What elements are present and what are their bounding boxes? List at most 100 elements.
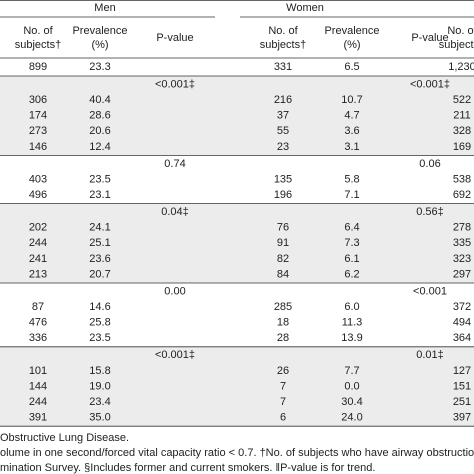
- cell: 13.9: [341, 332, 362, 344]
- cell: 372: [453, 301, 471, 313]
- cell: 26: [277, 365, 289, 377]
- p-value: <0.001‡: [410, 78, 450, 90]
- cell: 24.0: [341, 412, 362, 424]
- column-header: (%): [343, 39, 360, 51]
- cell: 151: [453, 380, 471, 392]
- group-header: Women: [286, 2, 324, 14]
- cell: 241: [29, 253, 47, 265]
- cell: 335: [453, 237, 471, 249]
- cell: 202: [29, 222, 47, 234]
- cell: 30.4: [341, 396, 362, 408]
- cell: 135: [274, 173, 292, 185]
- cell: 55: [277, 125, 289, 137]
- cell: 331: [274, 61, 292, 73]
- cell: 23.1: [89, 189, 110, 201]
- cell: 20.6: [89, 125, 110, 137]
- p-value: 0.01‡: [416, 349, 444, 361]
- cell: 328: [453, 125, 471, 137]
- p-value: <0.001‡: [155, 78, 195, 90]
- cell: 244: [29, 237, 47, 249]
- p-value: 0.74: [164, 158, 185, 170]
- cell: 25.8: [89, 317, 110, 329]
- cell: 323: [453, 253, 471, 265]
- cell: 899: [29, 61, 47, 73]
- section-shade: [0, 76, 474, 156]
- cell: 403: [29, 173, 47, 185]
- cell: 6.5: [344, 61, 359, 73]
- cell: 6: [280, 412, 286, 424]
- cell: 40.4: [89, 94, 110, 106]
- p-value: 0.04‡: [161, 206, 189, 218]
- cell: 23.6: [89, 253, 110, 265]
- cell: 35.0: [89, 412, 110, 424]
- cell: 37: [277, 110, 289, 122]
- cell: 23.5: [89, 173, 110, 185]
- cell: 211: [453, 110, 471, 122]
- cell: 391: [29, 412, 47, 424]
- cell: 23.5: [89, 332, 110, 344]
- cell: 7: [280, 380, 286, 392]
- cell: 12.4: [89, 141, 110, 153]
- cell: 7.3: [344, 237, 359, 249]
- cell: 144: [29, 380, 47, 392]
- cell: 15.8: [89, 365, 110, 377]
- cell: 251: [453, 396, 471, 408]
- cell: 6.4: [344, 222, 359, 234]
- cell: 87: [32, 301, 44, 313]
- cell: 692: [453, 189, 471, 201]
- cell: 3.6: [344, 125, 359, 137]
- cell: 4.7: [344, 110, 359, 122]
- cell: 336: [29, 332, 47, 344]
- cell: 6.2: [344, 268, 359, 280]
- column-header: P-value: [156, 32, 193, 44]
- cell: 82: [277, 253, 289, 265]
- footnote: mination Survey. §Includes former and cu…: [0, 462, 375, 474]
- column-header: subjects†: [439, 39, 474, 51]
- cell: 101: [29, 365, 47, 377]
- cell: 23.4: [89, 396, 110, 408]
- cell: 11.3: [342, 317, 363, 329]
- cell: 146: [29, 141, 47, 153]
- p-value: <0.001‡: [155, 349, 195, 361]
- cell: 496: [29, 189, 47, 201]
- cell: 7.1: [344, 189, 359, 201]
- cell: 0.0: [344, 380, 359, 392]
- cell: 6.1: [344, 253, 359, 265]
- cell: 285: [274, 301, 292, 313]
- footnote: olume in one second/forced vital capacit…: [0, 447, 474, 459]
- cell: 6.0: [344, 301, 359, 313]
- cell: 19.0: [89, 380, 110, 392]
- cell: 84: [277, 268, 289, 280]
- cell: 91: [277, 237, 289, 249]
- column-header: No. of: [447, 25, 474, 37]
- cell: 28: [277, 332, 289, 344]
- cell: 244: [29, 396, 47, 408]
- cell: 273: [29, 125, 47, 137]
- cell: 3.1: [344, 141, 359, 153]
- p-value: 0.06: [419, 158, 440, 170]
- cell: 297: [453, 268, 471, 280]
- cell: 20.7: [89, 268, 110, 280]
- cell: 364: [453, 332, 471, 344]
- p-value: <0.001: [413, 285, 447, 297]
- cell: 5.8: [344, 173, 359, 185]
- column-header: No. of: [268, 25, 298, 37]
- section-shade: [0, 346, 474, 427]
- column-header: P-value: [411, 32, 448, 44]
- cell: 7: [280, 396, 286, 408]
- cell: 25.1: [89, 237, 110, 249]
- column-header: Prevalence: [72, 25, 127, 37]
- cell: 397: [453, 412, 471, 424]
- column-header: No. of: [23, 25, 53, 37]
- cell: 538: [453, 173, 471, 185]
- cell: 28.6: [89, 110, 110, 122]
- cell: 522: [453, 94, 471, 106]
- cell: 10.7: [341, 94, 362, 106]
- cell: 216: [274, 94, 292, 106]
- column-header: (%): [91, 39, 108, 51]
- cell: 494: [453, 317, 471, 329]
- section-shade: [0, 203, 474, 283]
- footnote: Obstructive Lung Disease.: [0, 432, 129, 444]
- cell: 213: [29, 268, 47, 280]
